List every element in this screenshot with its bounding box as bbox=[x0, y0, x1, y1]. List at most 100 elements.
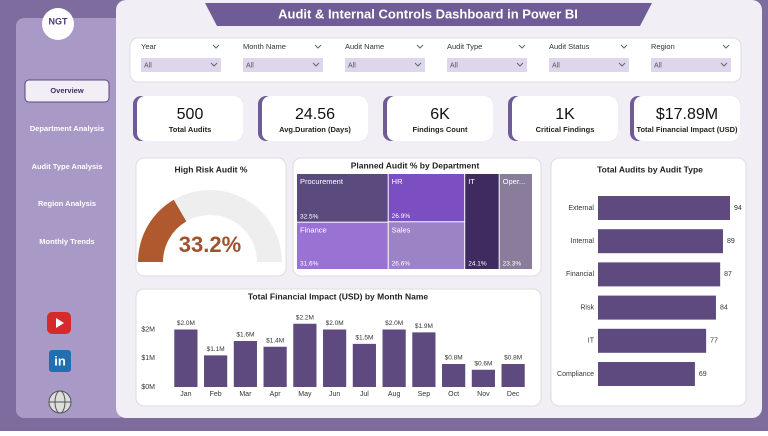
value-label: $0.8M bbox=[445, 355, 463, 362]
value-label: 87 bbox=[724, 271, 732, 278]
bar bbox=[471, 369, 495, 387]
filter-panel bbox=[129, 37, 742, 83]
chevron bbox=[516, 62, 524, 67]
chevron bbox=[618, 62, 626, 67]
kpi-value: 500 bbox=[177, 106, 204, 123]
kpi-label: Findings Count bbox=[413, 125, 468, 134]
filter-value: All bbox=[654, 62, 662, 69]
filter-dropdown[interactable] bbox=[651, 58, 731, 72]
y-tick-label: IT bbox=[588, 338, 595, 345]
bar bbox=[352, 343, 376, 387]
title-banner bbox=[205, 3, 652, 26]
value-label: 77 bbox=[710, 338, 718, 345]
chart-title: Planned Audit % by Department bbox=[351, 160, 480, 170]
value-label: $2.0M bbox=[177, 320, 195, 327]
filter-label: Audit Status bbox=[549, 42, 590, 51]
bar bbox=[598, 229, 723, 254]
nav-item[interactable]: Region Analysis bbox=[38, 199, 96, 208]
bar bbox=[598, 196, 730, 220]
nav-item[interactable]: Audit Type Analysis bbox=[32, 162, 103, 171]
tile-value: 24.1% bbox=[468, 261, 487, 268]
y-tick-label: Risk bbox=[580, 304, 594, 311]
value-label: $2.0M bbox=[326, 320, 344, 327]
nav-item[interactable]: Department Analysis bbox=[30, 124, 104, 133]
filter-value: All bbox=[144, 62, 152, 69]
filter-value: All bbox=[348, 62, 356, 69]
bar bbox=[233, 341, 257, 387]
tile-value: 23.3% bbox=[503, 261, 522, 268]
filter-label: Audit Name bbox=[345, 42, 384, 51]
filter-value: All bbox=[552, 62, 560, 69]
x-tick-label: Sep bbox=[418, 391, 431, 398]
gauge-card bbox=[135, 157, 287, 277]
value-label: $1.5M bbox=[355, 335, 373, 342]
treemap-tile bbox=[297, 174, 388, 222]
filter-dropdown[interactable] bbox=[345, 58, 425, 72]
tile-value: 26.9% bbox=[392, 213, 411, 220]
bar bbox=[174, 329, 198, 387]
tile-value: 32.5% bbox=[300, 213, 319, 220]
value-label: $2.2M bbox=[296, 314, 314, 321]
linkedin-icon[interactable] bbox=[49, 350, 71, 372]
kpi-card bbox=[634, 96, 740, 141]
tile-label: Procurement bbox=[300, 177, 344, 186]
gauge-fill bbox=[138, 199, 187, 262]
chevron bbox=[314, 44, 322, 49]
filter-label: Region bbox=[651, 42, 675, 51]
nav-item[interactable]: Overview bbox=[50, 86, 84, 95]
value-label: $0.8M bbox=[504, 355, 522, 362]
filter-value: All bbox=[246, 62, 254, 69]
bar bbox=[598, 328, 707, 353]
value-label: $0.6M bbox=[474, 360, 492, 367]
nav-item[interactable]: Monthly Trends bbox=[39, 237, 94, 246]
tile-value: 26.6% bbox=[392, 261, 411, 268]
chevron bbox=[416, 44, 424, 49]
filter-dropdown[interactable] bbox=[447, 58, 527, 72]
bar bbox=[412, 332, 436, 387]
x-tick-label: Dec bbox=[507, 391, 520, 398]
treemap-tile bbox=[388, 222, 465, 269]
tile-label: Finance bbox=[300, 226, 327, 235]
x-tick-label: Oct bbox=[448, 391, 459, 398]
treemap-tile bbox=[465, 174, 499, 269]
gauge-value: 33.2% bbox=[179, 232, 241, 257]
kpi-card bbox=[387, 96, 493, 141]
y-tick-label: Financial bbox=[566, 271, 594, 278]
treemap-tile bbox=[297, 222, 388, 269]
sidebar bbox=[16, 18, 126, 418]
x-tick-label: Aug bbox=[388, 391, 401, 398]
nav-selected bbox=[24, 79, 110, 103]
bar bbox=[263, 346, 287, 387]
filter-dropdown[interactable] bbox=[243, 58, 323, 72]
x-tick-label: Jan bbox=[180, 391, 191, 398]
bar bbox=[293, 323, 317, 387]
value-label: 69 bbox=[699, 371, 707, 378]
bar bbox=[382, 329, 406, 387]
value-label: $1.4M bbox=[266, 337, 284, 344]
filter-dropdown[interactable] bbox=[549, 58, 629, 72]
x-tick-label: Nov bbox=[477, 391, 490, 398]
filter-dropdown[interactable] bbox=[141, 58, 221, 72]
logo-text: NGT bbox=[49, 16, 69, 26]
chevron bbox=[414, 62, 422, 67]
kpi-label: Critical Findings bbox=[536, 125, 595, 134]
chart-title: High Risk Audit % bbox=[175, 164, 248, 174]
y-tick-label: Compliance bbox=[557, 371, 594, 378]
tile-label: HR bbox=[392, 177, 403, 186]
x-tick-label: Jul bbox=[360, 391, 369, 398]
youtube-play bbox=[56, 318, 64, 328]
bar bbox=[598, 362, 695, 386]
kpi-label: Total Audits bbox=[169, 125, 212, 134]
chevron bbox=[212, 44, 220, 49]
kpi-value: 1K bbox=[555, 106, 575, 123]
kpi-card bbox=[512, 96, 618, 141]
chevron bbox=[312, 62, 320, 67]
value-label: $2.0M bbox=[385, 320, 403, 327]
chart-title: Total Audits by Audit Type bbox=[597, 164, 703, 174]
kpi-value: 24.56 bbox=[295, 106, 335, 123]
bar bbox=[501, 364, 525, 387]
x-tick-label: Feb bbox=[210, 391, 222, 398]
kpi-label: Avg.Duration (Days) bbox=[279, 125, 351, 134]
value-label: $1.6M bbox=[236, 332, 254, 339]
